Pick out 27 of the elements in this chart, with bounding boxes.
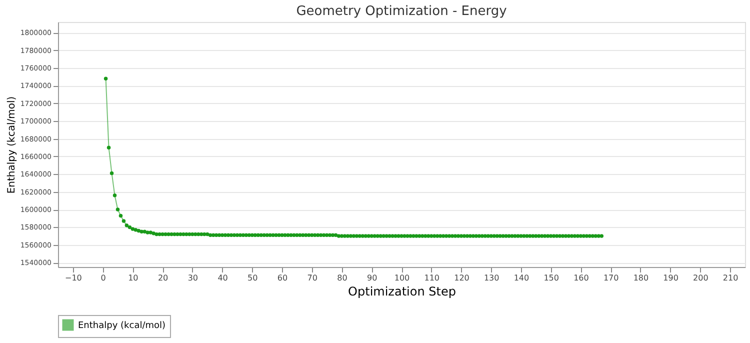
x-tick-label: 100: [394, 274, 410, 282]
x-axis-title: Optimization Step: [348, 284, 456, 298]
x-tick-label: 20: [158, 274, 168, 282]
x-tick-label: 40: [218, 274, 228, 282]
x-tick-label: −10: [64, 274, 82, 282]
x-tick-label: 170: [603, 274, 619, 282]
x-tick-label: 160: [574, 274, 589, 282]
x-tick-label: 120: [454, 274, 470, 282]
x-tick-label: 50: [248, 274, 258, 282]
x-tick-label: 10: [128, 274, 138, 282]
x-tick-label: 150: [544, 274, 559, 282]
x-tick-label: 110: [424, 274, 440, 282]
x-tick-label: 60: [277, 274, 288, 282]
chart-title: Geometry Optimization - Energy: [296, 4, 508, 19]
x-tick-label: 70: [307, 274, 318, 282]
x-tick-label: 90: [367, 274, 378, 282]
y-axis-title: Enthalpy (kcal/mol): [6, 96, 18, 194]
legend-label: Enthalpy (kcal/mol): [78, 321, 166, 331]
x-tick-label: 0: [100, 274, 106, 282]
x-tick-label: 140: [514, 274, 530, 282]
x-tick-label: 210: [722, 274, 738, 282]
x-tick-label: 180: [633, 274, 649, 282]
x-tick-label: 190: [663, 274, 678, 282]
x-tick-label: 30: [188, 274, 198, 282]
x-tick-label: 130: [484, 274, 500, 282]
x-tick-label: 80: [337, 274, 348, 282]
x-tick-label: 200: [693, 274, 708, 282]
